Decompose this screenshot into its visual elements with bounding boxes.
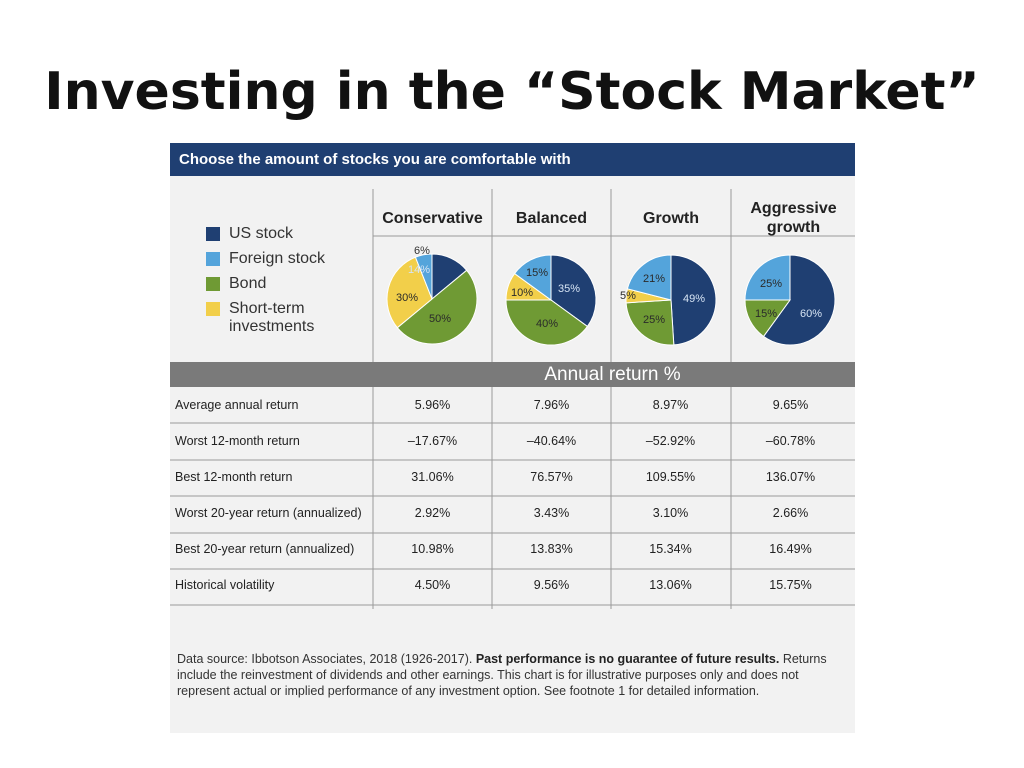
table-cell: 31.06% xyxy=(411,470,454,484)
pie-slice-label: 25% xyxy=(643,314,665,326)
table-cell: –52.92% xyxy=(645,434,696,448)
legend-item-bond: Bond xyxy=(206,275,329,293)
pie-slice xyxy=(513,254,552,301)
legend-item-us-stock: US stock xyxy=(206,225,329,243)
table-cell: 9.65% xyxy=(772,398,809,412)
table-cell: 3.10% xyxy=(652,506,689,520)
table-cell: –60.78% xyxy=(765,434,816,448)
table-cell: 13.06% xyxy=(649,578,692,592)
legend-item-foreign-stock: Foreign stock xyxy=(206,250,329,268)
footnote-disclaimer: Past performance is no guarantee of futu… xyxy=(475,652,780,666)
table-cell: 7.96% xyxy=(533,398,570,412)
row-label: Worst 12-month return xyxy=(175,434,300,448)
pie-slice xyxy=(670,254,717,346)
footnote-details: Returns include the reinvestment of divi… xyxy=(177,652,827,698)
row-label: Best 12-month return xyxy=(175,470,293,484)
pie-slice xyxy=(414,253,433,300)
row-label: Historical volatility xyxy=(175,578,275,592)
table-cell: 8.97% xyxy=(652,398,689,412)
table-cell: 3.43% xyxy=(533,506,570,520)
pie-balanced: 35% 40% 10% 15% xyxy=(505,254,597,346)
pie-slice-label: 60% xyxy=(800,308,822,320)
table-cell: 9.56% xyxy=(533,578,570,592)
pie-slice-label: 10% xyxy=(511,287,533,299)
table-cell: 10.98% xyxy=(411,542,454,556)
pie-slice-label: 6% xyxy=(414,245,430,257)
legend-label: Foreign stock xyxy=(229,250,326,267)
table-cell: –40.64% xyxy=(526,434,577,448)
legend-swatch xyxy=(206,302,220,316)
pie-charts: 14% 50% 30% 6% 35% 40% 10% 15% 49% 25% 5% 21% 60% 15%… xyxy=(386,245,836,346)
table-cell: 2.92% xyxy=(414,506,451,520)
slide-title: Investing in the “Stock Market” xyxy=(44,62,980,122)
pie-slice-label: 5% xyxy=(620,290,636,302)
annual-return-band xyxy=(170,362,855,387)
pie-growth: 49% 25% 5% 21% xyxy=(620,254,717,346)
column-header-balanced: Balanced xyxy=(515,209,588,227)
pie-slice-label: 21% xyxy=(643,273,665,285)
panel-header: Choose the amount of stocks you are comf… xyxy=(170,143,855,176)
pie-slice xyxy=(396,269,478,345)
footnote: Data source: Ibbotson Associates, 2018 (… xyxy=(177,651,852,699)
legend-item-short-term: Short-term investments xyxy=(206,300,329,336)
table-cell: 16.49% xyxy=(769,542,812,556)
table-cell: 2.66% xyxy=(772,506,809,520)
pie-slice-label: 15% xyxy=(755,308,777,320)
column-header-growth: Growth xyxy=(643,209,699,227)
pie-slice-label: 14% xyxy=(408,264,430,276)
allocation-chart-panel: Choose the amount of stocks you are comf… xyxy=(170,143,855,733)
table-grid xyxy=(170,189,855,609)
pie-slice-label: 35% xyxy=(558,283,580,295)
column-header-conservative: Conservative xyxy=(382,209,483,227)
table-cell: 5.96% xyxy=(414,398,451,412)
table-cell: 15.34% xyxy=(649,542,692,556)
pie-slice xyxy=(505,299,589,346)
pie-slice-label: 40% xyxy=(536,318,558,330)
pie-slice-label: 50% xyxy=(429,313,451,325)
table-cell: 136.07% xyxy=(765,470,816,484)
table-cell: 4.50% xyxy=(414,578,451,592)
legend-label: Bond xyxy=(229,275,267,292)
table-cell: 109.55% xyxy=(645,470,696,484)
table-cell: 15.75% xyxy=(769,578,812,592)
legend-swatch xyxy=(206,277,220,291)
pie-slice xyxy=(762,254,836,346)
row-label: Average annual return xyxy=(175,398,299,412)
pie-slice xyxy=(626,254,672,301)
table-cell: 76.57% xyxy=(530,470,573,484)
row-label: Best 20-year return (annualized) xyxy=(175,542,355,556)
pie-conservative: 14% 50% 30% 6% xyxy=(386,245,478,345)
legend-swatch xyxy=(206,227,220,241)
table-cell: –17.67% xyxy=(407,434,458,448)
annual-return-label: Annual return % xyxy=(544,364,681,385)
column-header-aggressive-growth: Aggressive growth xyxy=(750,200,837,236)
pie-slice xyxy=(625,299,675,346)
table-cell: 13.83% xyxy=(530,542,573,556)
pie-aggressive-growth: 60% 15% 25% xyxy=(744,254,836,346)
footnote-source: Data source: Ibbotson Associates, 2018 (… xyxy=(177,652,476,666)
legend: US stock Foreign stock Bond Short-term i… xyxy=(206,225,329,343)
pie-slice xyxy=(550,254,597,328)
pie-slice-label: 15% xyxy=(526,267,548,279)
pie-slice-label: 30% xyxy=(396,292,418,304)
row-label: Worst 20-year return (annualized) xyxy=(175,506,362,520)
legend-swatch xyxy=(206,252,220,266)
pie-slice-label: 25% xyxy=(760,278,782,290)
legend-label: Short-term investments xyxy=(229,300,315,335)
pie-slice-label: 49% xyxy=(683,293,705,305)
legend-label: US stock xyxy=(229,225,294,242)
pie-slice xyxy=(744,254,791,301)
pie-slice xyxy=(386,256,433,329)
